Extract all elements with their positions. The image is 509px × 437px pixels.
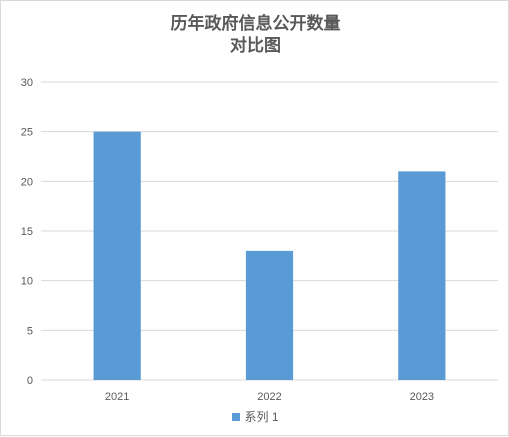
x-tick-label: 2021 bbox=[105, 391, 129, 403]
bar bbox=[245, 250, 294, 380]
y-tick-label: 10 bbox=[21, 276, 33, 288]
y-tick-label: 30 bbox=[21, 77, 33, 89]
y-tick-label: 5 bbox=[27, 325, 33, 337]
x-tick-label: 2022 bbox=[257, 391, 281, 403]
y-tick-label: 20 bbox=[21, 176, 33, 188]
bar bbox=[398, 171, 446, 380]
legend: 系列 1 bbox=[1, 408, 509, 425]
legend-label: 系列 1 bbox=[244, 410, 279, 424]
y-tick-label: 15 bbox=[21, 226, 33, 238]
y-tick-label: 0 bbox=[27, 375, 33, 387]
chart-title-line-2: 对比图 bbox=[230, 36, 281, 56]
bar bbox=[93, 131, 141, 380]
legend-swatch bbox=[232, 412, 241, 421]
x-tick-label: 2023 bbox=[410, 391, 434, 403]
chart-title: 历年政府信息公开数量 对比图 bbox=[1, 13, 509, 57]
chart-title-line-1: 历年政府信息公开数量 bbox=[170, 14, 341, 34]
y-tick-label: 25 bbox=[21, 127, 33, 139]
